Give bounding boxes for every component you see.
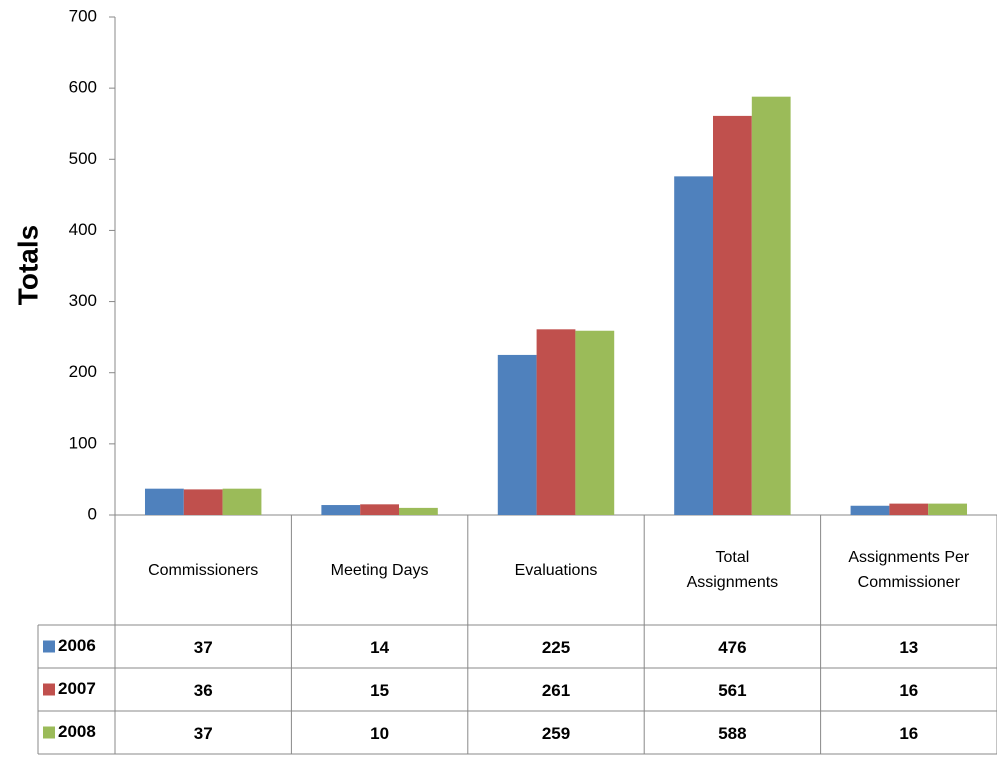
y-tick-label: 300 (69, 291, 97, 310)
category-label: Commissioners (148, 561, 259, 579)
bar (712, 115, 752, 515)
legend-swatch (43, 726, 55, 739)
x-tick-label: Total Assignments (644, 515, 820, 625)
bar (183, 489, 223, 515)
y-tick-label: 500 (69, 149, 97, 168)
bar (928, 503, 968, 515)
bar (575, 330, 615, 515)
bar (321, 505, 361, 515)
table-value: 15 (370, 681, 389, 700)
y-tick-label: 100 (69, 433, 97, 452)
table-value: 37 (194, 638, 213, 657)
bar (497, 354, 537, 515)
category-label: Assignments Per Commissioner (848, 549, 970, 591)
bar (889, 503, 929, 515)
table-value: 225 (542, 638, 570, 657)
table-value: 561 (718, 681, 746, 700)
category-label: Total Assignments (686, 549, 779, 591)
bar (536, 329, 576, 515)
table-value: 14 (370, 638, 389, 657)
legend-swatch (43, 640, 55, 653)
table-value: 37 (194, 724, 213, 743)
table-value: 259 (542, 724, 570, 743)
bar (674, 176, 713, 516)
table-value: 36 (194, 681, 213, 700)
x-tick-label: Evaluations (468, 515, 644, 625)
y-axis-title: Totals (12, 225, 43, 305)
table-value: 588 (718, 724, 746, 743)
legend-swatch (43, 683, 55, 696)
x-tick-label: Commissioners (115, 515, 291, 625)
table-value: 10 (370, 724, 389, 743)
bar (360, 504, 400, 515)
legend-label: 2006 (58, 636, 96, 655)
table-value: 16 (899, 724, 918, 743)
bar (222, 488, 262, 515)
table-value: 16 (899, 681, 918, 700)
category-label: Evaluations (514, 561, 598, 579)
table-value: 13 (899, 638, 918, 657)
legend-label: 2007 (58, 679, 96, 698)
category-label: Meeting Days (330, 561, 429, 579)
bar (850, 505, 890, 515)
bar (751, 96, 791, 516)
x-tick-label: Meeting Days (291, 515, 467, 625)
table-value: 476 (718, 638, 746, 657)
bar (144, 488, 184, 515)
bar (399, 507, 438, 515)
y-tick-label: 0 (88, 504, 97, 523)
table-value: 261 (542, 681, 570, 700)
y-tick-label: 600 (69, 78, 97, 97)
x-tick-label: Assignments Per Commissioner (821, 515, 997, 625)
legend-label: 2008 (58, 722, 96, 741)
y-tick-label: 200 (69, 362, 97, 381)
y-tick-label: 400 (69, 220, 97, 239)
y-tick-label: 700 (69, 6, 97, 25)
